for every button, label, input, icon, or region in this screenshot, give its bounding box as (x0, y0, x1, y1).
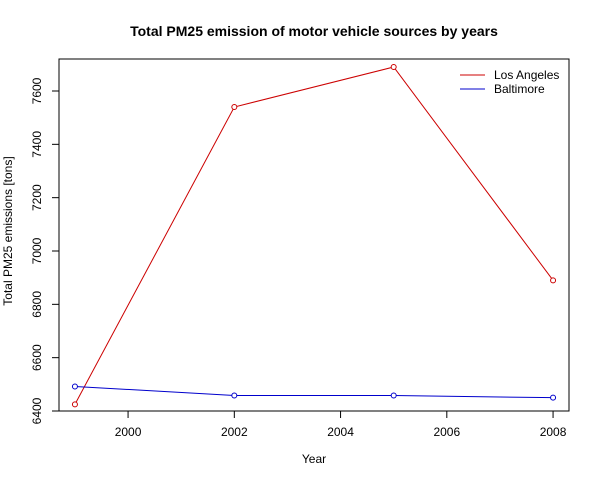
data-point-los-angeles (71, 401, 78, 408)
chart-title: Total PM25 emission of motor vehicle sou… (130, 23, 498, 39)
data-point-baltimore (71, 383, 78, 390)
data-point-los-angeles (390, 64, 397, 70)
series-line-los-angeles (74, 66, 554, 405)
x-axis: 2000 2002 2004 2006 2008 (115, 410, 567, 439)
plot-frame (58, 58, 570, 412)
data-point-baltimore (550, 394, 557, 401)
x-tick-label: 2002 (221, 425, 248, 439)
series-line-baltimore (74, 385, 554, 399)
y-axis: 6400 6600 6800 7000 7200 7400 7600 (30, 77, 60, 424)
y-tick-label: 7000 (30, 237, 44, 264)
x-tick-label: 2004 (327, 425, 354, 439)
y-tick-label: 6800 (30, 291, 44, 318)
x-axis-label: Year (302, 452, 326, 466)
series-layer (71, 64, 557, 408)
y-tick-label: 7400 (30, 131, 44, 158)
legend-label: Baltimore (494, 82, 545, 96)
y-tick-label: 7200 (30, 184, 44, 211)
legend-label: Los Angeles (494, 68, 559, 82)
x-tick-label: 2006 (433, 425, 460, 439)
x-tick-label: 2000 (115, 425, 142, 439)
y-tick-label: 6400 (30, 397, 44, 424)
data-point-los-angeles (550, 277, 557, 284)
data-point-los-angeles (231, 104, 238, 110)
y-tick-label: 7600 (30, 77, 44, 104)
data-point-baltimore (390, 392, 397, 399)
y-axis-label: Total PM25 emissions [tons] (1, 156, 15, 305)
data-point-baltimore (231, 392, 238, 399)
x-tick-label: 2008 (540, 425, 567, 439)
y-tick-label: 6600 (30, 344, 44, 371)
